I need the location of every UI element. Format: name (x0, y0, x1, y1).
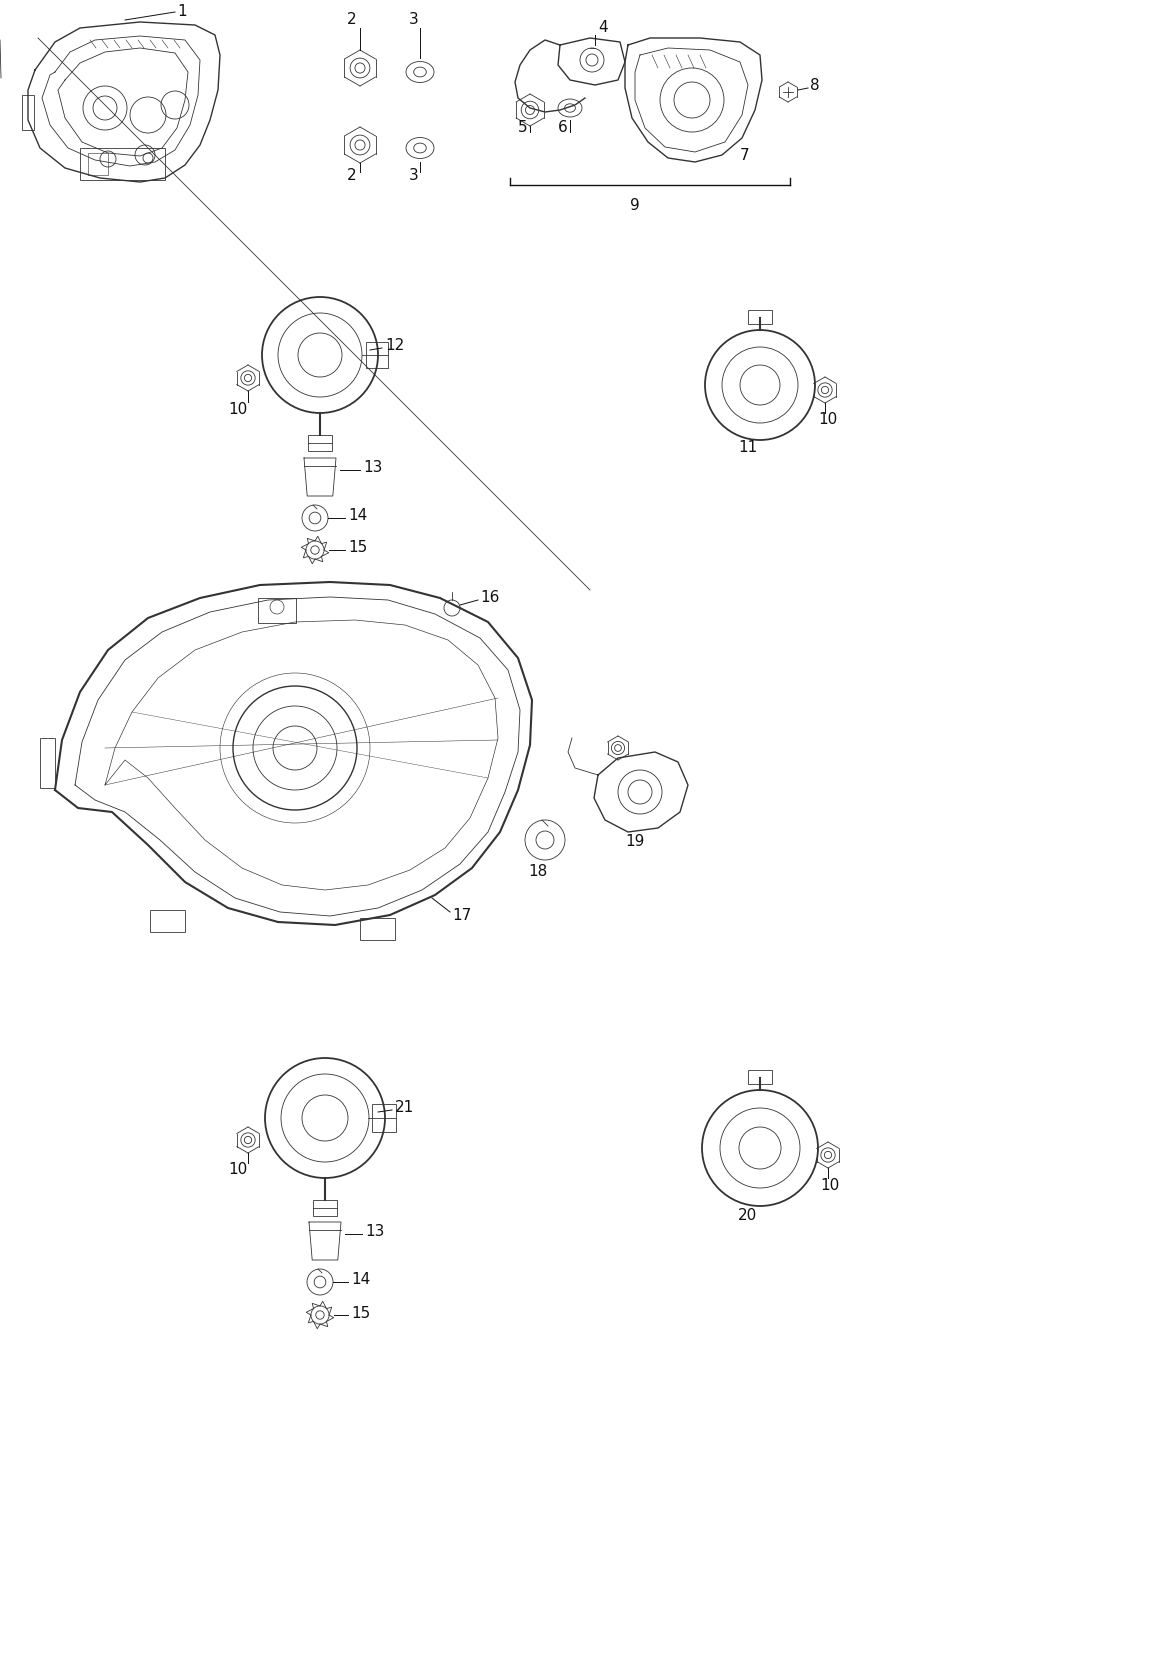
Text: 10: 10 (818, 413, 837, 427)
Text: 15: 15 (351, 1305, 370, 1320)
Bar (22, 96, 34, 129)
Bar (748, 1070, 772, 1084)
Text: 3: 3 (409, 12, 419, 27)
Text: 12: 12 (385, 338, 405, 353)
Bar (81, 148, 164, 180)
Bar (366, 343, 388, 368)
Bar (371, 1104, 396, 1132)
Text: 19: 19 (624, 835, 644, 850)
Bar (360, 917, 394, 941)
Text: 18: 18 (528, 865, 547, 880)
Bar (308, 435, 332, 450)
Bar (313, 1200, 337, 1216)
Text: 21: 21 (394, 1100, 414, 1116)
Text: 2: 2 (347, 12, 356, 27)
Text: 10: 10 (228, 403, 247, 418)
Text: 4: 4 (598, 20, 607, 35)
Text: 11: 11 (738, 440, 757, 455)
Text: 10: 10 (820, 1178, 840, 1193)
Text: 9: 9 (630, 198, 639, 212)
Text: 14: 14 (351, 1272, 370, 1287)
Text: 17: 17 (452, 907, 472, 922)
Text: 7: 7 (739, 148, 750, 163)
Text: 16: 16 (480, 590, 499, 605)
Text: 13: 13 (365, 1225, 384, 1240)
Bar (258, 598, 296, 623)
Text: 5: 5 (518, 121, 528, 136)
Bar (748, 311, 772, 324)
Text: 6: 6 (558, 121, 568, 136)
Text: 8: 8 (810, 77, 820, 92)
Text: 1: 1 (177, 5, 186, 20)
Text: 13: 13 (363, 460, 382, 475)
Text: 2: 2 (347, 168, 356, 183)
Text: 15: 15 (348, 541, 367, 556)
Bar (150, 911, 185, 932)
Text: 10: 10 (228, 1163, 247, 1178)
Text: 14: 14 (348, 509, 367, 524)
Text: 3: 3 (409, 168, 419, 183)
Text: 20: 20 (738, 1208, 757, 1223)
Bar (40, 738, 55, 788)
Bar (89, 153, 108, 175)
